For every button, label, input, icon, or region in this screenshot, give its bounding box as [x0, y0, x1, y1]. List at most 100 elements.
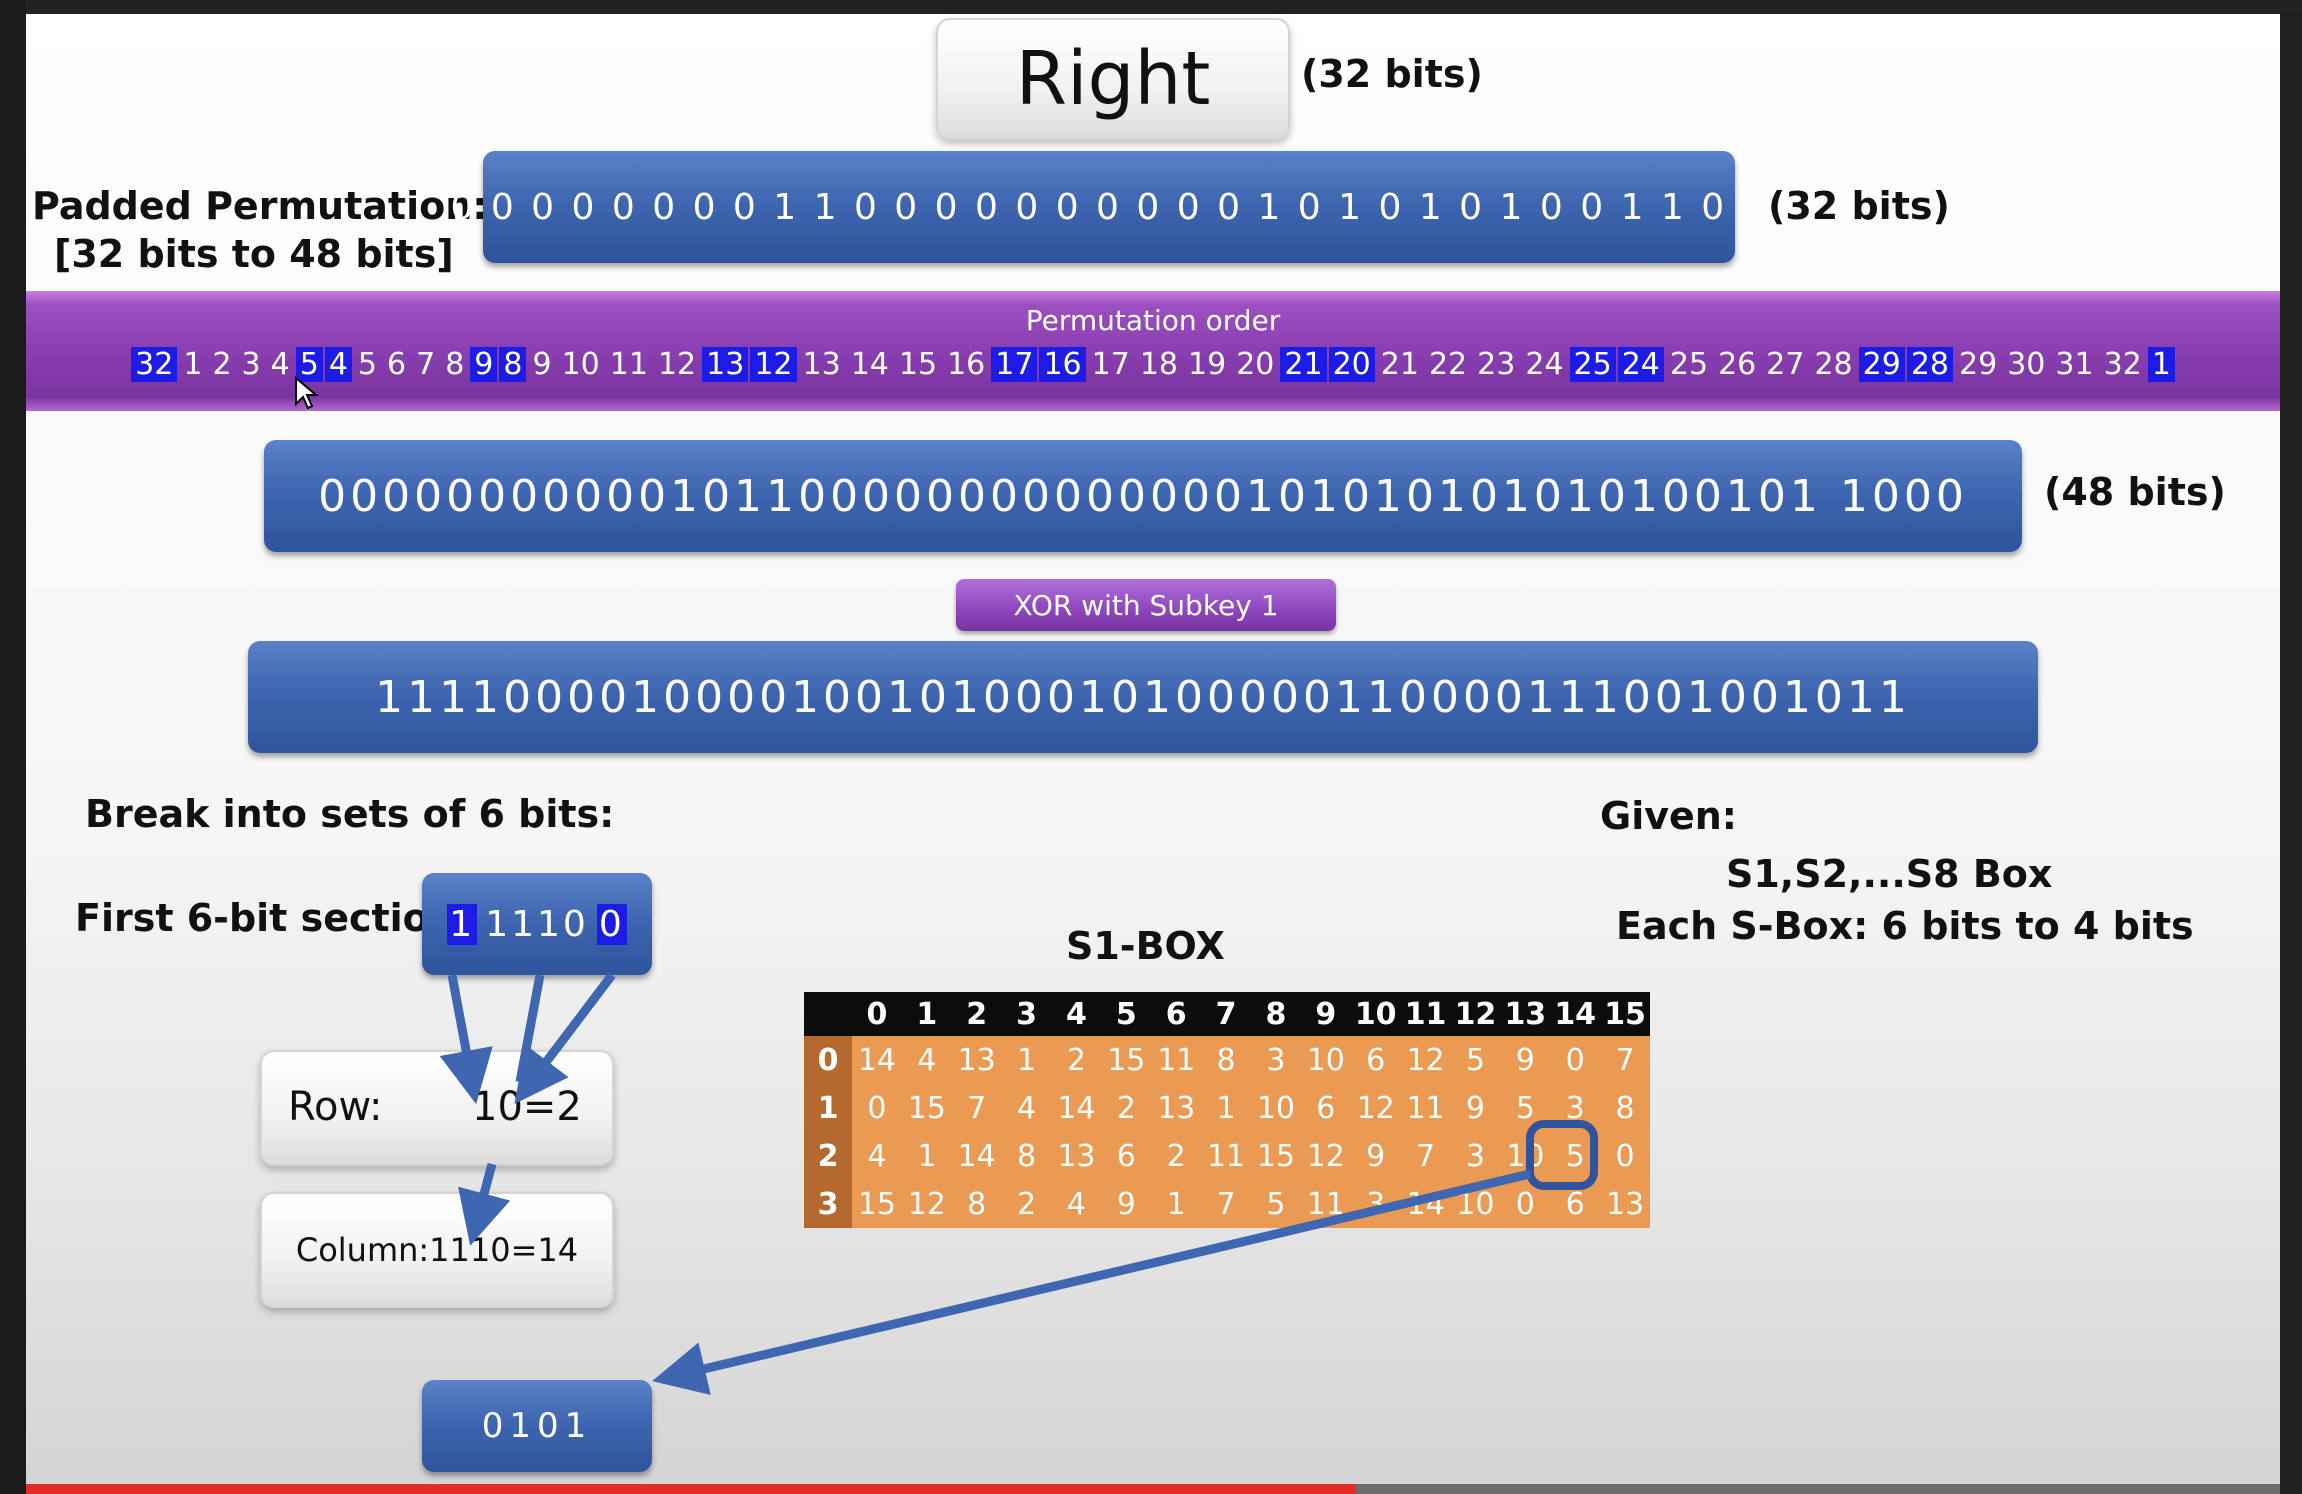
sbox-column-header: 0	[852, 992, 902, 1036]
given-title: Given:	[1600, 794, 1738, 838]
sbox-cell: 3	[1350, 1180, 1401, 1228]
sbox-cell: 5	[1251, 1180, 1301, 1228]
column-box: Column:1110=14	[260, 1192, 614, 1308]
sbox-column-header: 15	[1600, 992, 1650, 1036]
permutation-index: 24	[1617, 347, 1664, 382]
sbox-cell: 15	[1251, 1132, 1301, 1180]
sbox-column-header: 10	[1350, 992, 1401, 1036]
first-section-label: First 6-bit section:	[75, 896, 472, 940]
sbox-row: 1 0 15 7 4 14 2 13 1 10 6 12 11 9 5 3 8	[804, 1084, 1650, 1132]
right-half-box: Right	[936, 18, 1290, 140]
sbox-cell: 0	[1600, 1132, 1650, 1180]
permutation-index: 19	[1188, 347, 1227, 382]
expanded-48bit-bar: 0000000000010110000000000000010101010101…	[264, 440, 2022, 552]
sbox-cell: 1	[1151, 1180, 1202, 1228]
given-line2: Each S-Box: 6 bits to 4 bits	[1616, 904, 2194, 948]
sbox-column-header: 1	[901, 992, 952, 1036]
sbox-column-header: 12	[1450, 992, 1501, 1036]
sbox-column-header: 2	[951, 992, 1002, 1036]
sbox-cell: 10	[1300, 1036, 1351, 1084]
permutation-index: 23	[1477, 347, 1516, 382]
permutation-index: 1	[2147, 347, 2175, 382]
sbox-row-header: 3	[804, 1180, 852, 1228]
sbox-cell: 8	[1001, 1132, 1052, 1180]
permutation-order-title: Permutation order	[1025, 304, 1281, 337]
permutation-index: 32	[131, 347, 178, 382]
right-half-label: Right	[1015, 36, 1211, 122]
sbox-cell: 4	[1001, 1084, 1052, 1132]
permutation-index: 15	[898, 347, 938, 382]
sbox-column-header: 6	[1151, 992, 1202, 1036]
xor-subkey-badge: XOR with Subkey 1	[956, 579, 1336, 631]
sbox-cell: 0	[1550, 1036, 1601, 1084]
sbox-cell: 13	[1151, 1084, 1202, 1132]
sbox-column-header: 7	[1201, 992, 1251, 1036]
permutation-index: 11	[609, 347, 648, 382]
permutation-index: 26	[1718, 347, 1757, 382]
permutation-index: 25	[1569, 347, 1616, 382]
sbox-cell: 11	[1151, 1036, 1202, 1084]
permutation-index: 7	[416, 347, 436, 382]
sbox-output-value: 0101	[481, 1406, 593, 1446]
sbox-cell: 1	[1201, 1084, 1251, 1132]
permutation-index: 13	[802, 347, 841, 382]
sbox-column-header: 14	[1550, 992, 1601, 1036]
sbox-cell: 10	[1251, 1084, 1301, 1132]
s1-box-table: 0 1 2 3 4 5 6 7 8 9 10 11 12 13 14 15 0 14 4 13 1 2 15 11 8 3 10 6…	[804, 992, 1650, 1228]
sbox-cell: 6	[1101, 1132, 1152, 1180]
sbox-cell: 7	[951, 1084, 1002, 1132]
sbox-cell: 9	[1500, 1036, 1551, 1084]
mouse-cursor-icon	[295, 376, 319, 410]
xor-result-value: 1111000010000100101000101000001100001110…	[375, 671, 1911, 723]
video-progress-fill	[26, 1484, 1356, 1494]
sbox-cell: 15	[901, 1084, 952, 1132]
permutation-index: 8	[499, 347, 527, 382]
sbox-cell: 11	[1400, 1084, 1451, 1132]
sbox-cell: 4	[1051, 1180, 1102, 1228]
sbox-cell: 2	[1151, 1132, 1202, 1180]
sbox-cell: 9	[1450, 1084, 1501, 1132]
sbox-cell: 7	[1400, 1132, 1451, 1180]
input-32bit-value: 0 0 0 0 0 0 0 0 1 1 0 0 0 0 0 0 0 0 0 0 …	[450, 186, 1768, 228]
permutation-index: 20	[1236, 347, 1275, 382]
permutation-index: 24	[1525, 347, 1564, 382]
permutation-index: 12	[750, 347, 797, 382]
sbox-row: 0 14 4 13 1 2 15 11 8 3 10 6 12 5 9 0 7	[804, 1036, 1650, 1084]
input-size-label: (32 bits)	[1768, 184, 1950, 228]
permutation-index: 27	[1766, 347, 1805, 382]
sbox-cell: 13	[1051, 1132, 1102, 1180]
input-32bit-bar: 0 0 0 0 0 0 0 0 1 1 0 0 0 0 0 0 0 0 0 0 …	[450, 151, 1765, 263]
sbox-cell: 5	[1500, 1084, 1551, 1132]
sbox-row-header: 2	[804, 1132, 852, 1180]
sbox-cell: 9	[1350, 1132, 1401, 1180]
permutation-order-numbers: 32 1 2 3 4 5 4 5 6 7 8 9 8 9 10 11 12 13 12 13 14 15 16 17 16 17 1…	[26, 347, 2280, 382]
permutation-index: 10	[561, 347, 600, 382]
permutation-index: 21	[1280, 347, 1327, 382]
permutation-index: 17	[991, 347, 1038, 382]
sbox-column-header: 4	[1051, 992, 1102, 1036]
permutation-index: 18	[1139, 347, 1178, 382]
permutation-index: 9	[470, 347, 498, 382]
sbox-cell: 10	[1450, 1180, 1501, 1228]
sbox-column-header: 8	[1251, 992, 1301, 1036]
sbox-cell: 7	[1600, 1036, 1650, 1084]
sbox-cell: 14	[1400, 1180, 1451, 1228]
sbox-row: 2 4 1 14 8 13 6 2 11 15 12 9 7 3 10 5 0	[804, 1132, 1650, 1180]
permutation-index: 4	[324, 347, 352, 382]
sbox-cell: 10	[1500, 1132, 1551, 1180]
sbox-column-header: 11	[1400, 992, 1451, 1036]
permutation-index: 14	[850, 347, 889, 382]
padded-permutation-sublabel: [32 bits to 48 bits]	[54, 232, 454, 276]
sbox-row-header: 0	[804, 1036, 852, 1084]
permutation-index: 29	[1959, 347, 1998, 382]
sbox-cell: 6	[1350, 1036, 1401, 1084]
sbox-cell: 15	[852, 1180, 902, 1228]
row-value: 10=2	[472, 1084, 582, 1130]
padded-permutation-label: Padded Permutation:	[32, 184, 488, 228]
video-progress-bar[interactable]	[26, 1484, 2280, 1494]
top-frame-edge	[0, 0, 2302, 14]
left-frame-edge	[0, 0, 26, 1494]
first-6bit-outer-first: 1	[447, 903, 478, 945]
s1-box-header-row: 0 1 2 3 4 5 6 7 8 9 10 11 12 13 14 15	[804, 992, 1650, 1036]
sbox-row: 3 15 12 8 2 4 9 1 7 5 11 3 14 10 0 6 13	[804, 1180, 1650, 1228]
